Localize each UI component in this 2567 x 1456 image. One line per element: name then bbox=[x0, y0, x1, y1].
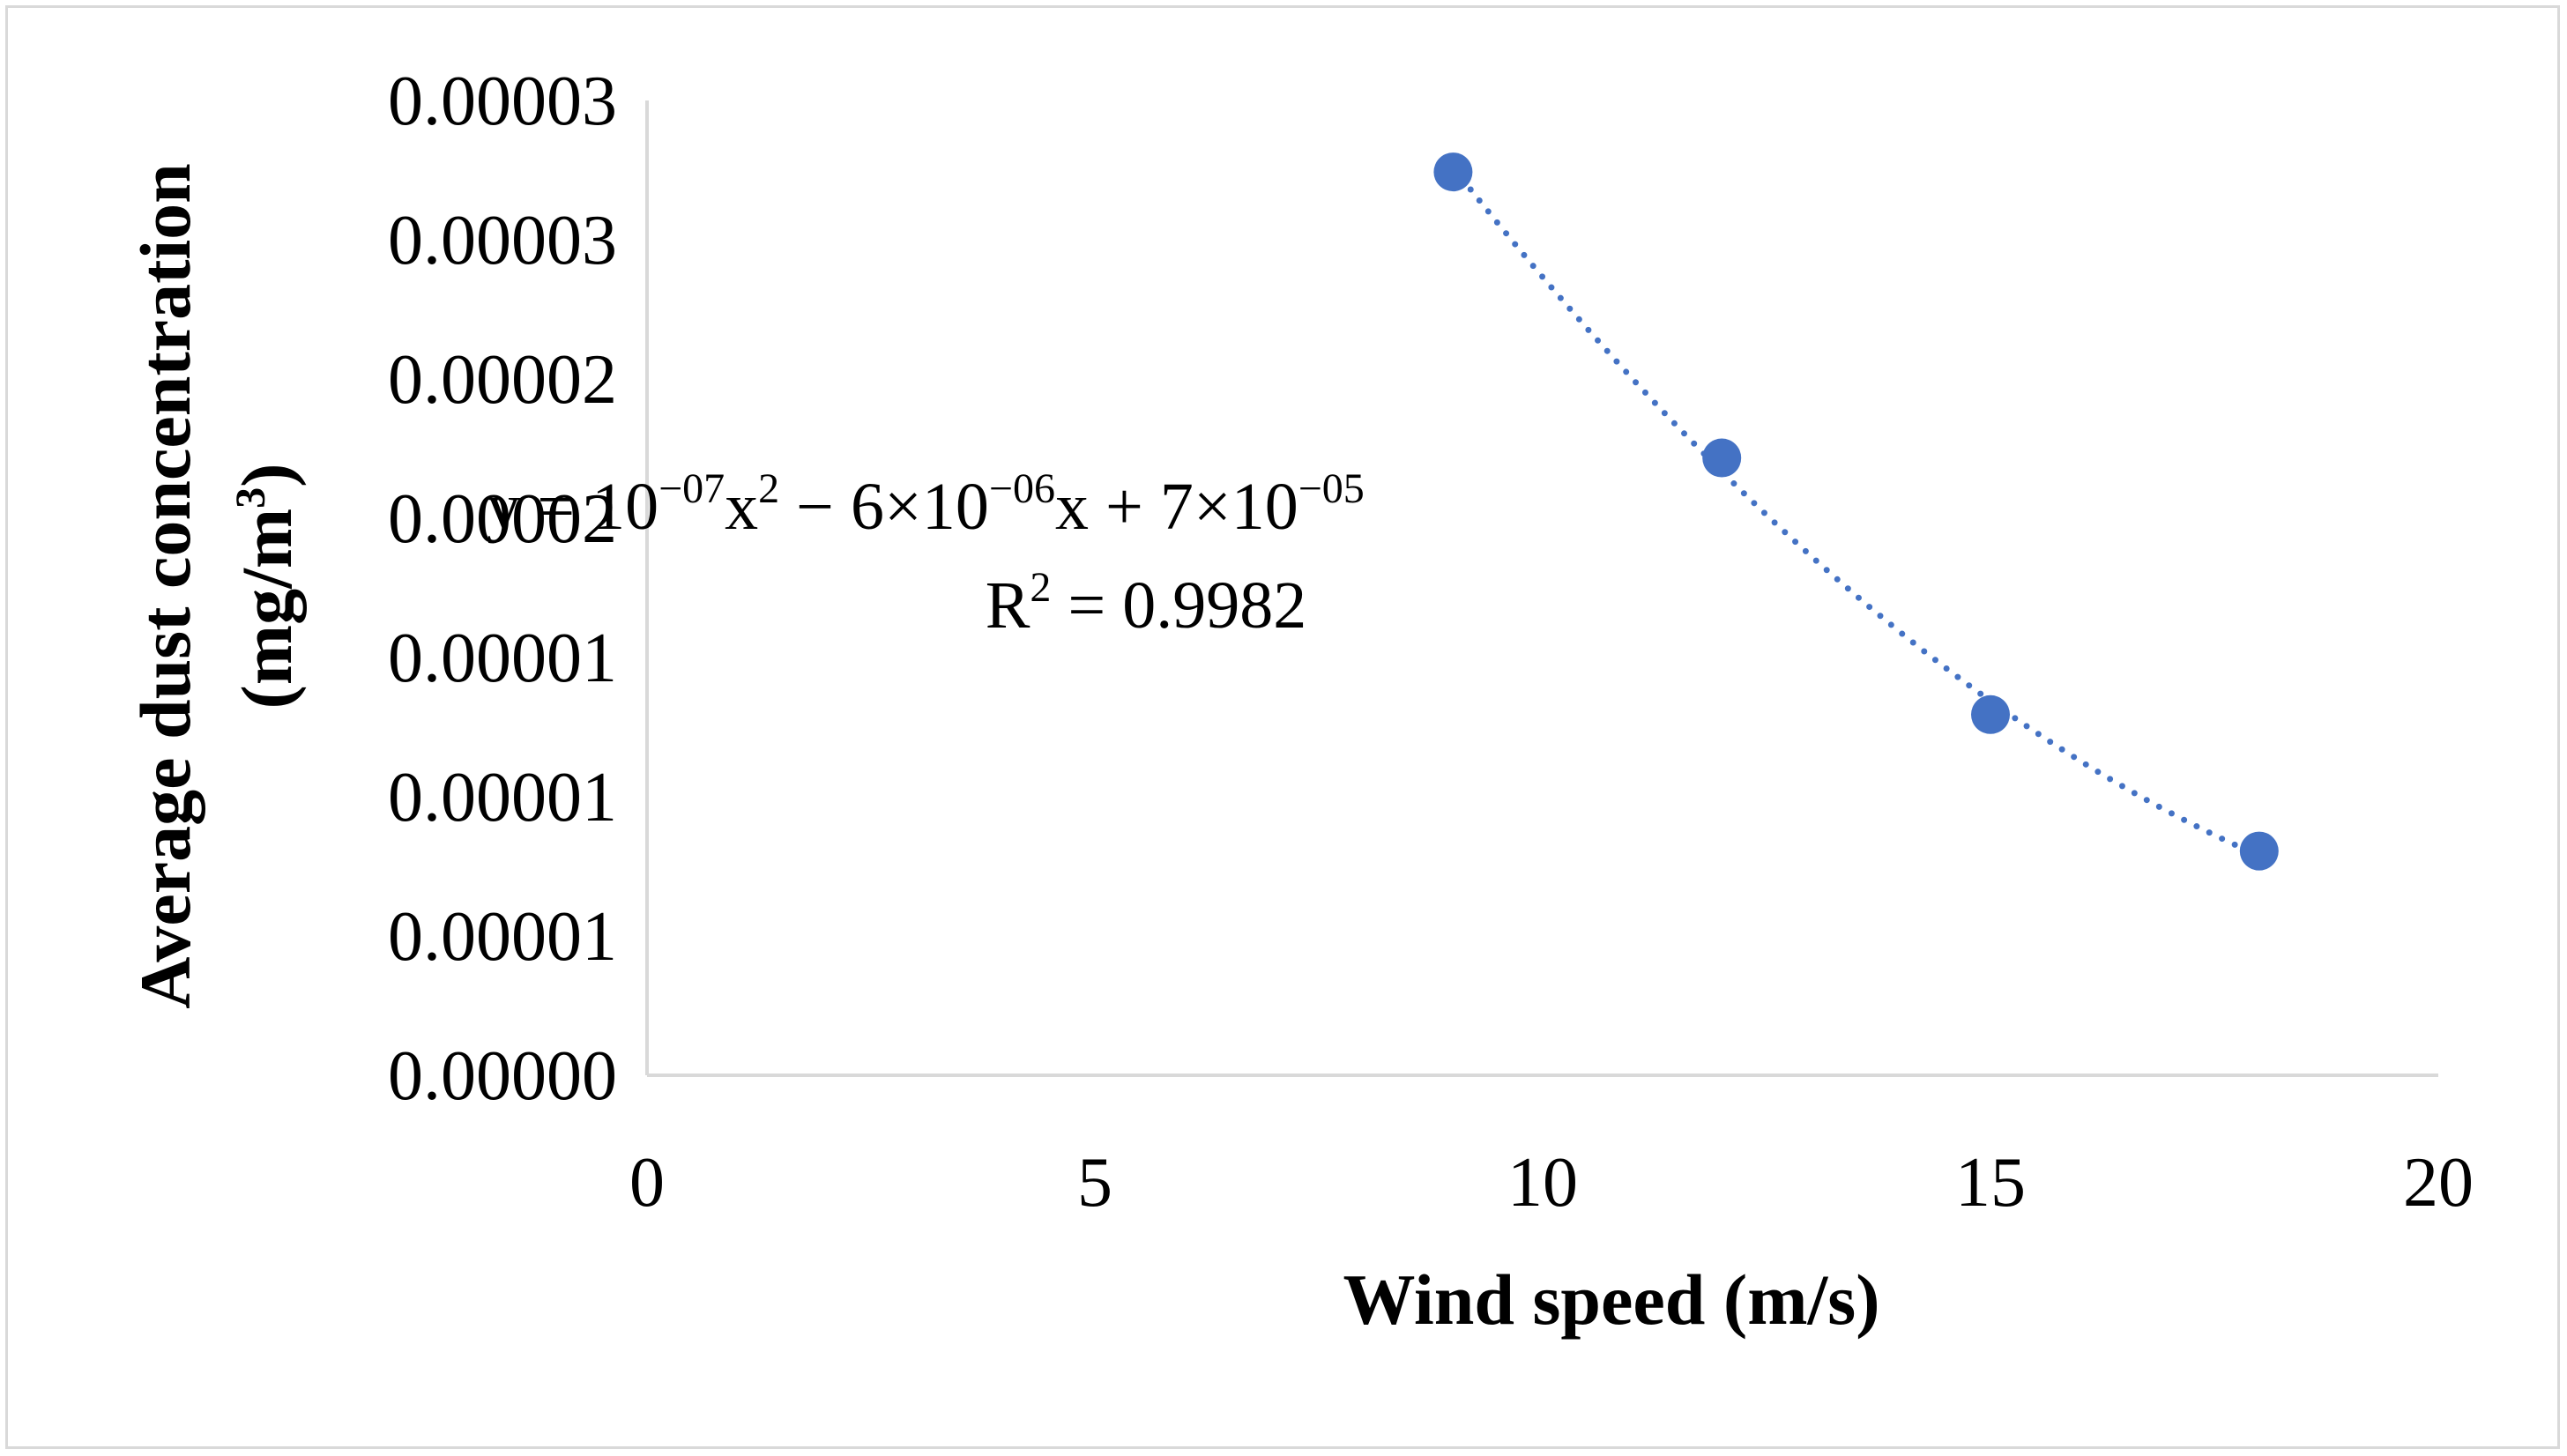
x-tick-label: 0 bbox=[629, 1144, 665, 1222]
y-axis-unit: (mg/m3) bbox=[227, 463, 307, 709]
x-tick-label: 10 bbox=[1507, 1144, 1578, 1222]
y-tick-label: 0.00000 bbox=[388, 1037, 617, 1115]
trendline-r-squared: R2 = 0.9982 bbox=[986, 564, 1307, 643]
x-axis-title: Wind speed (m/s) bbox=[1343, 1259, 1879, 1340]
y-tick-label: 0.00003 bbox=[388, 63, 617, 140]
data-point bbox=[1971, 695, 2010, 734]
y-axis-title: Average dust concentration bbox=[125, 163, 205, 1009]
y-tick-label: 0.00003 bbox=[388, 202, 617, 279]
data-point bbox=[1433, 152, 1473, 192]
chart-frame bbox=[5, 5, 2560, 1449]
x-tick-labels: 0 5 10 15 20 bbox=[629, 1144, 2474, 1222]
x-tick-label: 5 bbox=[1077, 1144, 1112, 1222]
axes bbox=[645, 100, 2438, 1077]
trendline-group bbox=[1449, 164, 2263, 859]
x-tick-label: 15 bbox=[1955, 1144, 2026, 1222]
y-tick-label: 0.00002 bbox=[388, 341, 617, 419]
trendline bbox=[1449, 164, 2263, 859]
trendline-equation: y = 10−07x2 − 6×10−06x + 7×10−05 bbox=[487, 465, 1365, 544]
data-point bbox=[2239, 831, 2279, 871]
y-tick-labels: 0.00000 0.00001 0.00001 0.00001 0.00002 0.000… bbox=[388, 63, 617, 1115]
y-tick-label: 0.00002 bbox=[388, 480, 617, 558]
y-tick-label: 0.00001 bbox=[388, 759, 617, 836]
data-point bbox=[1702, 438, 1742, 478]
y-tick-label: 0.00001 bbox=[388, 620, 617, 697]
data-points bbox=[1433, 152, 2279, 871]
x-tick-label: 20 bbox=[2403, 1144, 2474, 1222]
y-tick-label: 0.00001 bbox=[388, 898, 617, 976]
